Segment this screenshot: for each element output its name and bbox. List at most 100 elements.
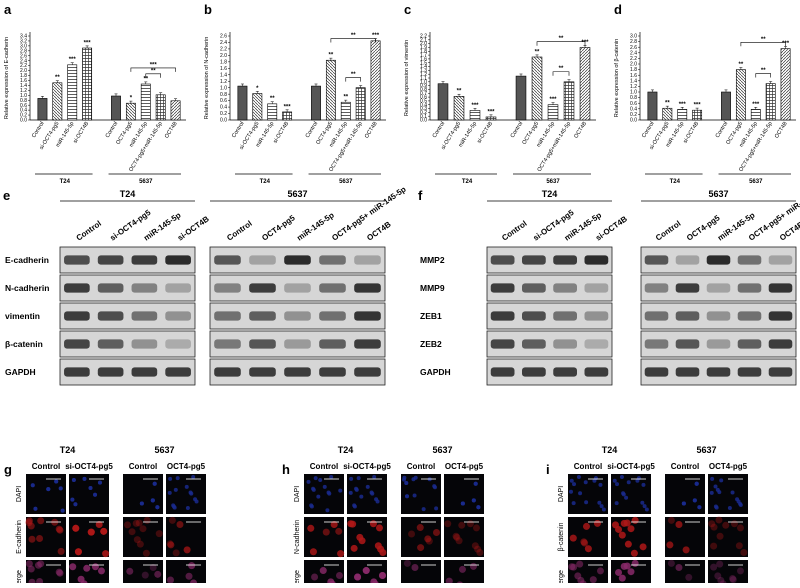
cell-signal [598, 483, 602, 487]
cell-signal [583, 523, 590, 530]
cell-signal [569, 490, 573, 494]
y-tick-label: 0.6 [630, 101, 637, 107]
cell-signal [577, 475, 581, 479]
cell-signal [717, 533, 724, 540]
cell-signal [349, 521, 356, 528]
cell-signal [631, 550, 638, 557]
row-label: N-cadherin [294, 520, 301, 554]
t24-blot-band [132, 339, 158, 348]
cell-signal [186, 573, 193, 580]
significance-label: *** [69, 57, 77, 63]
cell-signal [459, 566, 466, 573]
y-tick-label: 2.4 [630, 50, 637, 56]
column-label: Control [574, 462, 602, 471]
cell-signal [433, 529, 440, 536]
cell-signal [668, 560, 675, 567]
cell-signal [417, 524, 424, 531]
cell-signal [640, 501, 644, 505]
bar [326, 60, 335, 120]
column-label: si-OCT4-pg5 [343, 462, 391, 471]
row-label: E-cadherin [16, 520, 23, 554]
significance-label: ** [457, 89, 462, 95]
column-label: si-OCT4-pg5 [65, 462, 113, 471]
cell-signal [627, 480, 631, 484]
significance-label: ** [343, 95, 348, 101]
group-label: T24 [462, 179, 473, 185]
y-tick-label: 0.8 [220, 92, 227, 98]
t24-blot-band [585, 339, 609, 348]
cell-signal [56, 527, 63, 534]
cell-signal [82, 477, 86, 481]
cell-signal [359, 495, 363, 499]
bar [171, 101, 180, 120]
comparison-bracket [331, 39, 376, 43]
cell-signal [366, 485, 370, 489]
bracket-significance: ** [761, 68, 766, 74]
5637-blot-band [645, 311, 669, 320]
cell-signal [645, 507, 649, 511]
cell-signal [641, 483, 645, 487]
column-label: OCT4-pg5 [709, 462, 748, 471]
cell-signal [174, 488, 178, 492]
5637-blot-band [354, 255, 381, 264]
bracket-significance: ** [761, 37, 766, 43]
bar [53, 83, 62, 120]
5637-blot-band [676, 311, 700, 320]
bar [341, 102, 350, 120]
t24-blot-band [132, 311, 158, 320]
cell-signal [736, 542, 743, 549]
cell-signal [682, 501, 686, 505]
5637-blot-band [645, 283, 669, 292]
bar [564, 82, 574, 120]
significance-label: ** [143, 76, 148, 82]
cell-signal [168, 491, 172, 495]
blot-row-label: β-catenin [5, 339, 43, 349]
cell-signal [72, 478, 76, 482]
blot-row-label: MMP9 [420, 283, 445, 293]
cell-signal [351, 545, 358, 552]
column-label: Control [32, 462, 60, 471]
blot-row-label: N-cadherin [5, 283, 49, 293]
cell-signal [363, 567, 370, 574]
cell-signal [46, 487, 50, 491]
5637-blot-band [738, 367, 762, 376]
y-axis-label: Relative expression of E-cadherin [4, 37, 10, 119]
5637-blot-band [284, 255, 311, 264]
comparison-bracket [756, 74, 771, 78]
cell-signal [729, 575, 736, 582]
t24-blot-band [64, 339, 90, 348]
cell-signal [731, 520, 738, 527]
5637-blot-band [214, 367, 241, 376]
cell-signal [632, 560, 639, 567]
t24-blot-band [491, 339, 515, 348]
y-tick-label: 1.6 [630, 73, 637, 79]
t24-blot-band [98, 339, 124, 348]
cell-signal [336, 572, 343, 579]
category-label: Control [105, 121, 119, 139]
lane-label: OCT4B [365, 220, 393, 243]
lane-label: Control [225, 219, 253, 243]
significance-label: *** [284, 104, 292, 110]
5637-blot-band [707, 283, 731, 292]
5637-blot-band [645, 367, 669, 376]
t24-blot-band [491, 283, 515, 292]
significance-label: *** [752, 102, 760, 108]
column-label: si-OCT4-pg5 [607, 462, 655, 471]
cell-signal [337, 550, 344, 557]
5637-blot-band [676, 255, 700, 264]
significance-label: * [130, 96, 133, 102]
y-tick-label: 0.4 [220, 105, 227, 111]
5637-blot-band [284, 283, 311, 292]
cell-signal [31, 483, 35, 487]
cell-signal [357, 476, 361, 480]
category-label: Control [715, 121, 729, 139]
cell-signal [89, 486, 93, 490]
cell-signal [574, 572, 581, 579]
cell-signal [710, 564, 717, 571]
bar [580, 47, 590, 120]
